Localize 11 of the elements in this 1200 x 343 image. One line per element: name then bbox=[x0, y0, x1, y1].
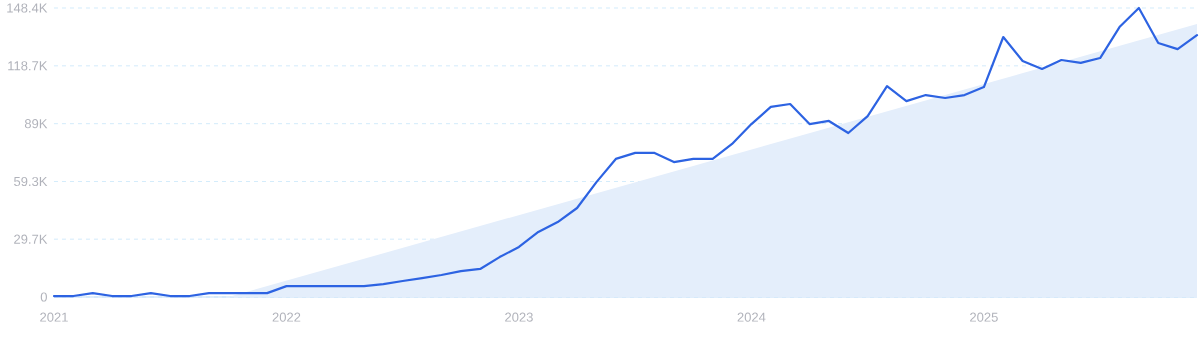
y-tick-label: 29.7K bbox=[14, 234, 48, 244]
x-tick-label: 2025 bbox=[970, 312, 998, 322]
y-tick-label: 89K bbox=[24, 119, 48, 129]
x-tick-label: 2024 bbox=[737, 312, 766, 322]
x-tick-label: 2021 bbox=[40, 312, 68, 322]
y-tick-label: 148.4K bbox=[7, 3, 48, 13]
x-tick-label: 2023 bbox=[505, 312, 533, 322]
y-tick-label: 118.7K bbox=[8, 61, 48, 71]
y-tick-label: 0 bbox=[40, 292, 47, 302]
x-tick-label: 2022 bbox=[272, 312, 301, 322]
y-tick-label: 59.3K bbox=[14, 176, 48, 187]
